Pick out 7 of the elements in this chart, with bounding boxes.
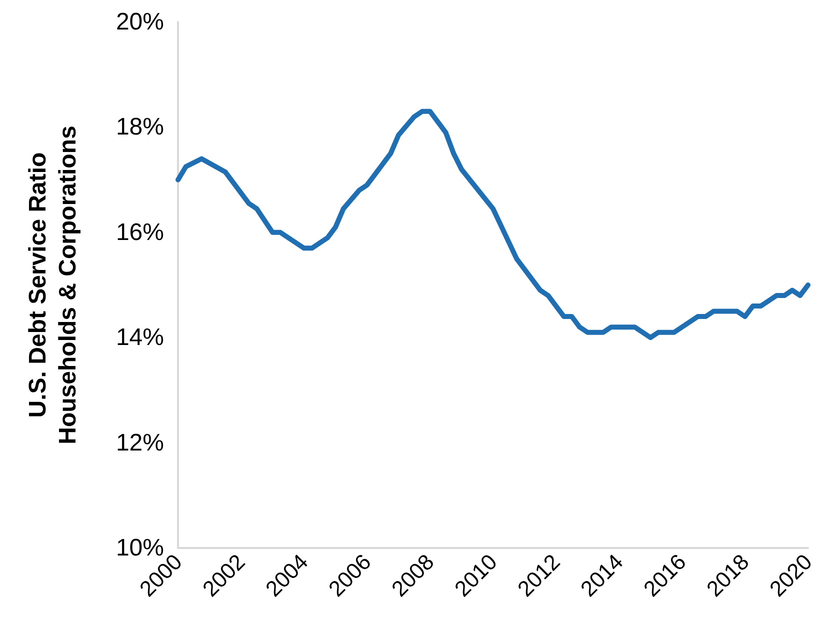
y-tick-label: 16% (116, 218, 164, 246)
y-axis-title: U.S. Debt Service Ratio Households & Corporations (24, 126, 82, 444)
y-tick-label: 12% (116, 429, 164, 456)
y-tick-label: 20% (116, 8, 164, 36)
y-tick-label: 14% (116, 324, 164, 352)
y-tick-label: 10% (116, 534, 164, 562)
y-tick-label: 18% (116, 114, 164, 141)
